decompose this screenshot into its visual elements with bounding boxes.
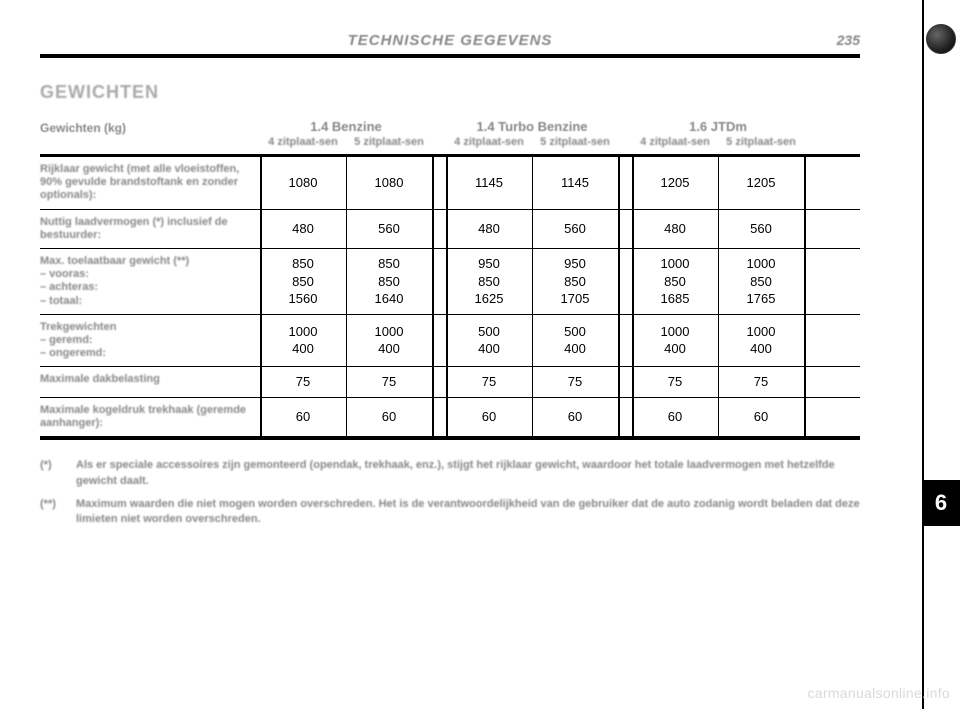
table-cell: 60 [532,398,618,436]
footnote-1-mark: (**) [40,497,76,528]
table-row: Max. toelaatbaar gewicht (**) – vooras: … [40,249,860,315]
table-cell: 1000400 [260,315,346,367]
table-bottom-rule [40,437,860,440]
page-content: TECHNISCHE GEGEVENS 235 GEWICHTEN Gewich… [40,30,860,670]
table-header: Gewichten (kg) 1.4 Benzine 4 zitplaat-se… [40,119,860,152]
table-cell: 480 [260,210,346,248]
table-cell: 560 [346,210,432,248]
engine-0: 1.4 Benzine [260,119,432,134]
table-cell: 10008501765 [718,249,804,314]
col-2-1: 5 zitplaat-sen [718,134,804,152]
engine-2: 1.6 JTDm [632,119,804,134]
footnote-0-text: Als er speciale accessoires zijn gemonte… [76,458,860,489]
footnote-0-mark: (*) [40,458,76,489]
table-row: Rijklaar gewicht (met alle vloeistoffen,… [40,157,860,210]
table-cell: 9508501625 [446,249,532,314]
row-label: Rijklaar gewicht (met alle vloeistoffen,… [40,157,260,209]
table-cell: 480 [446,210,532,248]
row-label: Maximale dakbelasting [40,367,260,397]
table-cell: 560 [532,210,618,248]
header-rule [40,54,860,58]
col-2-0: 4 zitplaat-sen [632,134,718,152]
row-label: Trekgewichten – geremd: – ongeremd: [40,315,260,367]
table-cell: 1205 [632,157,718,209]
table-cell: 1000400 [346,315,432,367]
table-cell: 8508501640 [346,249,432,314]
footnote-1-text: Maximum waarden die niet mogen worden ov… [76,497,860,528]
table-cell: 60 [346,398,432,436]
engine-1: 1.4 Turbo Benzine [446,119,618,134]
table-cell: 10008501685 [632,249,718,314]
table-body: Rijklaar gewicht (met alle vloeistoffen,… [40,157,860,437]
table-cell: 75 [446,367,532,397]
table-cell: 8508501560 [260,249,346,314]
table-cell: 1000400 [632,315,718,367]
table-cell: 1205 [718,157,804,209]
table-cell: 1080 [260,157,346,209]
table-cell: 75 [532,367,618,397]
row-label: Maximale kogeldruk trekhaak (geremde aan… [40,398,260,436]
table-cell: 1000400 [718,315,804,367]
chapter-tab: 6 [922,480,960,526]
table-cell: 1145 [446,157,532,209]
table-cell: 60 [632,398,718,436]
footnote-0: (*) Als er speciale accessoires zijn gem… [40,458,860,489]
col-1-0: 4 zitplaat-sen [446,134,532,152]
table-cell: 60 [718,398,804,436]
table-label: Gewichten (kg) [40,119,260,152]
table-row: Maximale kogeldruk trekhaak (geremde aan… [40,398,860,437]
section-title: GEWICHTEN [40,82,860,103]
table-cell: 9508501705 [532,249,618,314]
col-0-1: 5 zitplaat-sen [346,134,432,152]
header-title: TECHNISCHE GEGEVENS [40,32,860,49]
table-cell: 1080 [346,157,432,209]
table-cell: 560 [718,210,804,248]
table-cell: 480 [632,210,718,248]
page-header: TECHNISCHE GEGEVENS 235 [40,30,860,58]
table-cell: 75 [632,367,718,397]
footnotes: (*) Als er speciale accessoires zijn gem… [40,458,860,528]
table-row: Maximale dakbelasting757575757575 [40,367,860,398]
table-cell: 60 [260,398,346,436]
watermark: carmanualsonline.info [808,685,951,701]
weights-table: Gewichten (kg) 1.4 Benzine 4 zitplaat-se… [40,119,860,440]
page-number: 235 [837,32,860,48]
row-label: Max. toelaatbaar gewicht (**) – vooras: … [40,249,260,314]
col-1-1: 5 zitplaat-sen [532,134,618,152]
table-row: Nuttig laadvermogen (*) inclusief de bes… [40,210,860,249]
table-cell: 75 [260,367,346,397]
table-cell: 75 [718,367,804,397]
table-cell: 1145 [532,157,618,209]
col-0-0: 4 zitplaat-sen [260,134,346,152]
table-cell: 500400 [446,315,532,367]
table-cell: 60 [446,398,532,436]
table-cell: 500400 [532,315,618,367]
table-cell: 75 [346,367,432,397]
table-row: Trekgewichten – geremd: – ongeremd:10004… [40,315,860,368]
footnote-1: (**) Maximum waarden die niet mogen word… [40,497,860,528]
side-stripe [922,0,960,709]
brand-logo [926,24,956,54]
row-label: Nuttig laadvermogen (*) inclusief de bes… [40,210,260,248]
